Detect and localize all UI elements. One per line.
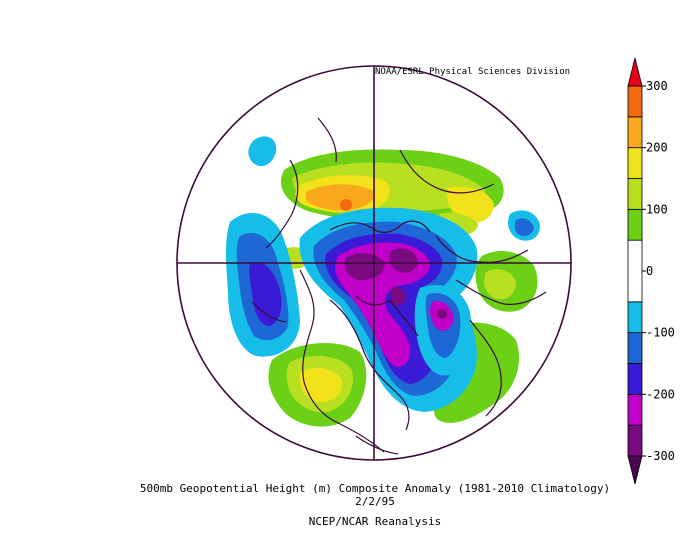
credit-text: NOAA/ESRL Physical Sciences Division bbox=[375, 67, 571, 77]
colorbar-band-7 bbox=[627, 178, 643, 210]
colorbar-band-8 bbox=[627, 147, 643, 179]
colorbar-band-0 bbox=[627, 424, 643, 457]
colorbar-tick-label-2: 100 bbox=[646, 202, 668, 216]
anomaly-neg-pacific-200 bbox=[249, 262, 282, 326]
colorbar-band-5 bbox=[627, 239, 643, 303]
anomaly-pos-eurasia-250 bbox=[306, 184, 374, 211]
anomaly-pos-westna-200 bbox=[299, 367, 343, 402]
coastlines bbox=[251, 117, 547, 455]
colorbar-tick-label-4: -100 bbox=[646, 326, 675, 340]
colorbar-tick-label-6: -300 bbox=[646, 449, 675, 463]
colorbar-arrow-top bbox=[627, 57, 643, 87]
colorbar-band-2 bbox=[627, 363, 643, 395]
colorbar-arrow-bottom bbox=[627, 455, 643, 485]
colorbar-band-6 bbox=[627, 208, 643, 241]
data-source: NCEP/NCAR Reanalysis bbox=[308, 515, 442, 528]
map-date: 2/2/95 bbox=[355, 495, 395, 508]
anomaly-pos-eurasia-300 bbox=[340, 199, 352, 211]
map-title: 500mb Geopotential Height (m) Composite … bbox=[139, 482, 611, 495]
colorbar-tick-label-0: 300 bbox=[646, 79, 668, 93]
colorbar-band-9 bbox=[627, 116, 643, 149]
colorbar: 300 200 100 0 -100 -200 -300 bbox=[627, 57, 675, 485]
colorbar-tick-label-1: 200 bbox=[646, 141, 668, 155]
colorbar-band-10 bbox=[627, 85, 643, 118]
colorbar-tick-label-5: -200 bbox=[646, 387, 675, 401]
colorbar-tick-label-3: 0 bbox=[646, 264, 653, 278]
anomaly-field bbox=[226, 136, 540, 427]
colorbar-band-1 bbox=[627, 393, 643, 426]
colorbar-band-3 bbox=[627, 332, 643, 364]
colorbar-band-4 bbox=[627, 301, 643, 334]
